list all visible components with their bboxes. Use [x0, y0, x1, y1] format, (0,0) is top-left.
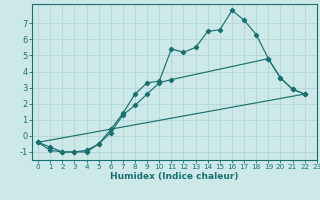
- X-axis label: Humidex (Indice chaleur): Humidex (Indice chaleur): [110, 172, 239, 181]
